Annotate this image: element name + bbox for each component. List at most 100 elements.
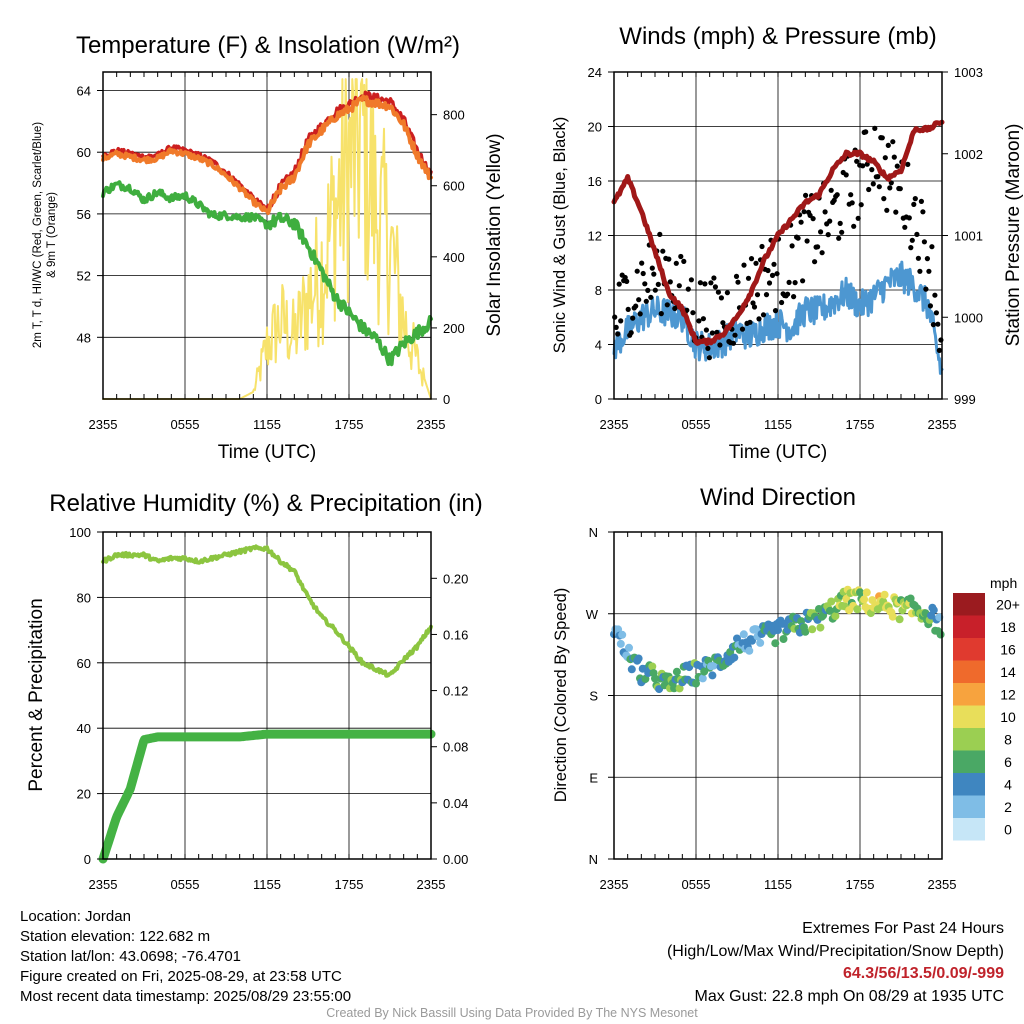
precipitation-line [98, 729, 436, 864]
direction-point [648, 662, 657, 671]
gust-point [854, 158, 860, 164]
gust-point [664, 302, 670, 308]
gust-point [917, 268, 923, 274]
gust-point [798, 219, 804, 225]
gust-point [771, 261, 777, 267]
gust-point [751, 304, 758, 310]
gust-point [881, 196, 887, 202]
direction-grid [613, 531, 943, 860]
credit-line: Created By Nick Bassill Using Data Provi… [326, 1006, 698, 1020]
gust-point [616, 281, 622, 287]
gust-point [800, 278, 806, 284]
insolation-ytick-label-right: 600 [443, 179, 465, 194]
gust-point [906, 215, 912, 221]
gust-point [882, 155, 888, 161]
colorbar-swatch [953, 615, 985, 638]
gust-point [872, 125, 878, 131]
winds-panel: Winds (mph) & Pressure (mb) 2355 0555 1155… [551, 23, 1024, 463]
gust-point [753, 260, 759, 266]
direction-point [774, 626, 782, 635]
winds-ytick-label-left: 16 [588, 174, 602, 189]
extremes-subheading: (High/Low/Max Wind/Precipitation/Snow De… [666, 942, 1004, 960]
gust-point [860, 163, 866, 169]
gust-point [923, 286, 929, 292]
gust-point [884, 207, 890, 213]
humidity-ytick-label-left: 100 [69, 525, 91, 540]
gust-point [786, 279, 792, 285]
temperature-ylabel-left-1: 2m T, T d, HI/WC (Red, Green, Scarlet/Bl… [32, 122, 44, 348]
direction-point [827, 597, 836, 606]
gust-point [858, 202, 864, 208]
gust-point [667, 279, 673, 285]
gust-point [803, 192, 809, 198]
gust-point [747, 319, 753, 325]
winds-plot-area [611, 119, 945, 375]
gust-point [732, 332, 738, 338]
gust-point [741, 262, 747, 268]
temp-xtick-label: 2355 [417, 417, 446, 432]
winds-ytick-label-left: 8 [595, 283, 602, 298]
precip-ytick-label-right: 0.12 [443, 684, 468, 699]
station-latlon: Station lat/lon: 43.0698; -76.4701 [20, 948, 242, 965]
gust-point [756, 316, 762, 322]
gust-point [779, 299, 785, 306]
temp-xtick-label: 2355 [89, 417, 118, 432]
winds-ylabel-left: Sonic Wind & Gust (Blue, Black) [551, 117, 569, 354]
pressure-ylabel: Station Pressure (Maroon) [1003, 124, 1024, 347]
gust-point [822, 209, 828, 215]
gust-point [678, 253, 684, 260]
humidity-xtick-label: 1755 [335, 877, 364, 892]
pressure-ytick-label-right: 1002 [954, 147, 983, 162]
gust-point [894, 163, 900, 169]
gust-point [785, 291, 791, 297]
colorbar-swatch [953, 818, 985, 841]
gust-point [936, 347, 943, 353]
gust-point [634, 268, 640, 274]
direction-panel: Wind Direction 2355 0555 1155 1755 2355NESWN… [552, 484, 1020, 892]
colorbar-swatch [953, 728, 985, 751]
dewpoint-line [101, 180, 433, 367]
gust-point [685, 286, 691, 292]
direction-plot-area [610, 585, 945, 694]
gust-point [765, 267, 771, 274]
gust-point [649, 265, 655, 271]
gust-point [676, 283, 682, 289]
gust-point [908, 245, 914, 251]
colorbar-label: 6 [1004, 754, 1012, 770]
direction-ytick-label: N [589, 852, 598, 867]
gust-point [651, 271, 657, 277]
gust-point [733, 273, 740, 279]
gust-point [688, 277, 695, 283]
direction-xtick-label: 1755 [846, 877, 875, 892]
humidity-xtick-label: 2355 [89, 877, 118, 892]
direction-ylabel: Direction (Colored By Speed) [552, 588, 570, 803]
direction-point [816, 623, 825, 632]
direction-ytick-label: W [586, 607, 599, 622]
colorbar-swatch [953, 660, 985, 683]
temp-xtick-label: 1155 [253, 417, 281, 432]
direction-point [651, 674, 659, 683]
gust-point [834, 192, 840, 198]
gust-point [681, 258, 687, 264]
gust-point [766, 280, 773, 286]
gust-point [660, 248, 666, 254]
direction-point [888, 612, 897, 621]
gust-point [657, 231, 663, 237]
gust-point [933, 310, 940, 316]
direction-ytick-label: E [589, 770, 598, 785]
temperature-xlabel: Time (UTC) [218, 442, 317, 463]
gust-point [932, 292, 938, 298]
station-info: Location: Jordan Station elevation: 122.… [20, 907, 351, 1007]
direction-title: Wind Direction [700, 484, 856, 511]
gust-point [927, 303, 934, 309]
winds-xtick-label: 2355 [928, 417, 957, 432]
gust-point [915, 255, 922, 261]
gust-point [628, 330, 634, 336]
gust-point [837, 220, 843, 226]
gust-point [658, 311, 664, 317]
direction-point [895, 615, 904, 624]
gust-point [613, 324, 619, 330]
gust-point [876, 184, 882, 190]
